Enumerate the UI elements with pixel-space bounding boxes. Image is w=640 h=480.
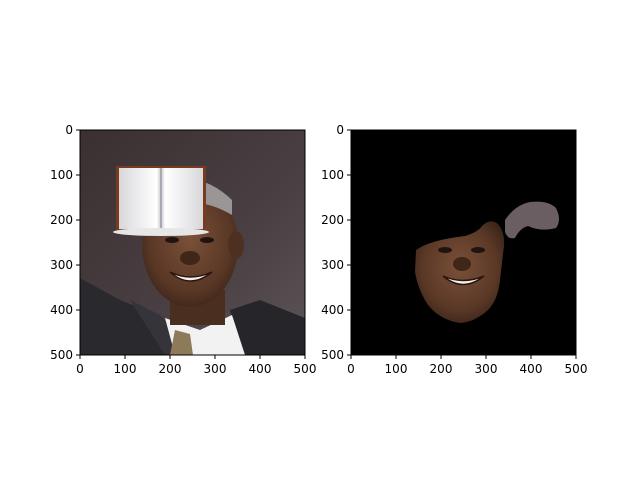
photo-panel-xtick-label: 200 — [159, 362, 182, 376]
book-shadow — [113, 228, 209, 236]
mask-panel-xtick-label: 0 — [347, 362, 355, 376]
mask-panel-ytick-label: 500 — [321, 348, 344, 362]
photo-panel-ytick-label: 200 — [50, 213, 73, 227]
mask-nose — [453, 257, 471, 271]
tie — [170, 330, 193, 355]
photo-panel-ytick-label: 300 — [50, 258, 73, 272]
photo-axes-frame — [79, 129, 306, 356]
mask-panel-xtick-label: 300 — [475, 362, 498, 376]
photo-panel-ytick-label: 0 — [65, 123, 73, 137]
mask-smile — [442, 275, 485, 286]
eye-left — [165, 237, 179, 243]
ear — [228, 231, 244, 259]
mask-panel-ytick-label: 400 — [321, 303, 344, 317]
photo-panel-xtick-label: 300 — [204, 362, 227, 376]
mask-axes-frame — [350, 129, 577, 356]
suit — [80, 278, 165, 355]
mask-panel — [351, 130, 576, 355]
mask-panel-xtick-label: 400 — [520, 362, 543, 376]
mask-eye-right — [471, 247, 485, 253]
mask-blob — [505, 201, 559, 239]
photo-panel-xtick-label: 100 — [114, 362, 137, 376]
photo-panel-ytick-label: 100 — [50, 168, 73, 182]
photo-panel-xtick-label: 0 — [76, 362, 84, 376]
suit-right — [230, 300, 305, 355]
mask-panel-xtick-label: 100 — [385, 362, 408, 376]
mask-panel-ytick-label: 100 — [321, 168, 344, 182]
mask-panel-ytick-label: 200 — [321, 213, 344, 227]
eye-right — [200, 237, 214, 243]
photo-panel-ytick-label: 500 — [50, 348, 73, 362]
mask-panel-ytick-label: 0 — [336, 123, 344, 137]
photo-panel-xtick-label: 400 — [249, 362, 272, 376]
nose — [180, 251, 200, 265]
mask-panel-xtick-label: 500 — [565, 362, 588, 376]
mask-panel-ytick-label: 300 — [321, 258, 344, 272]
photo-panel-xtick-label: 500 — [294, 362, 317, 376]
smile — [169, 271, 213, 282]
mask-panel-xtick-label: 200 — [430, 362, 453, 376]
mask-eye-left — [438, 247, 452, 253]
photo-panel-ytick-label: 400 — [50, 303, 73, 317]
book-occluder — [113, 166, 209, 236]
photo-panel — [80, 130, 305, 355]
mask-face — [415, 221, 505, 323]
